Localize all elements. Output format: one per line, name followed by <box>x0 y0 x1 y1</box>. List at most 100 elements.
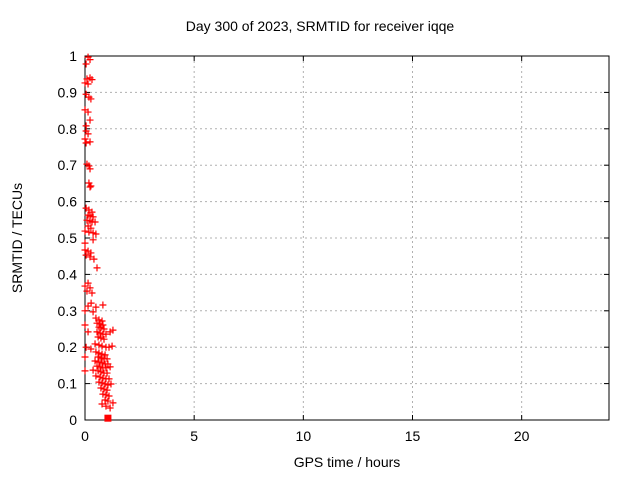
data-point-plus <box>105 392 113 400</box>
data-point-plus <box>88 76 96 84</box>
data-point-plus <box>84 80 92 88</box>
data-point-plus <box>87 224 95 232</box>
data-point-plus <box>104 397 112 405</box>
data-point-plus <box>99 301 107 309</box>
data-point-plus <box>86 116 94 124</box>
data-point-plus <box>83 216 91 224</box>
y-tick-label: 0.1 <box>58 376 78 392</box>
data-point-plus <box>98 379 106 387</box>
data-point-plus <box>98 400 106 408</box>
data-point-plus <box>106 363 114 371</box>
x-tick-label: 5 <box>190 428 198 444</box>
y-tick-label: 0.4 <box>58 266 78 282</box>
y-tick-label: 0.7 <box>58 157 78 173</box>
data-point-plus <box>87 95 95 103</box>
data-point-plus <box>86 56 94 64</box>
data-point-plus <box>97 384 105 392</box>
data-point-plus <box>92 314 100 322</box>
y-tick-label: 0 <box>69 412 77 428</box>
data-point-plus <box>100 325 108 333</box>
data-point-plus <box>81 79 89 87</box>
data-point-plus <box>81 135 89 143</box>
data-point-plus <box>89 366 97 374</box>
data-point-plus <box>97 354 105 362</box>
data-point-plus <box>91 357 99 365</box>
data-point-plus <box>88 208 96 216</box>
data-point-plus <box>105 343 113 351</box>
data-point-plus <box>97 368 105 376</box>
data-point-plus <box>91 218 99 226</box>
data-point-plus <box>95 378 103 386</box>
data-point-plus <box>100 335 108 343</box>
data-point-plus <box>103 355 111 363</box>
data-point-plus <box>102 364 110 372</box>
data-point-plus <box>106 328 114 336</box>
data-point-plus <box>106 404 114 412</box>
x-tick-label: 15 <box>405 428 421 444</box>
y-tick-label: 0.8 <box>58 121 78 137</box>
x-axis-title: GPS time / hours <box>293 454 401 470</box>
y-tick-label: 0.9 <box>58 84 78 100</box>
data-point-plus <box>88 289 96 297</box>
data-point-plus <box>82 60 90 68</box>
data-point-plus <box>93 362 101 370</box>
y-tick-label: 0.6 <box>58 194 78 210</box>
data-point-plus <box>97 334 105 342</box>
y-tick-label: 1 <box>69 48 77 64</box>
data-point-plus <box>84 130 92 138</box>
data-point-plus <box>92 372 100 380</box>
data-point-plus <box>81 307 89 315</box>
data-point-plus <box>89 213 97 221</box>
data-point-plus <box>95 358 103 366</box>
data-point-plus <box>92 303 100 311</box>
data-point-plus <box>93 319 101 327</box>
data-point-plus <box>82 343 90 351</box>
data-point-square <box>104 414 112 422</box>
data-point-plus <box>86 165 94 173</box>
data-point-plus <box>104 381 112 389</box>
data-point-plus <box>97 324 105 332</box>
data-point-plus <box>91 340 99 348</box>
data-point-plus <box>87 249 95 257</box>
data-point-plus <box>86 183 94 191</box>
x-tick-label: 0 <box>81 428 89 444</box>
data-point-plus <box>98 350 106 358</box>
data-point-plus <box>83 287 91 295</box>
data-point-plus <box>92 348 100 356</box>
x-tick-label: 20 <box>514 428 530 444</box>
data-point-plus <box>90 255 98 263</box>
data-point-plus <box>93 328 101 336</box>
data-point-plus <box>81 367 89 375</box>
data-point-plus <box>81 321 89 329</box>
data-point-plus <box>103 386 111 394</box>
x-tick-label: 10 <box>296 428 312 444</box>
data-point-plus <box>86 138 94 146</box>
data-point-plus <box>82 251 90 259</box>
data-point-plus <box>98 359 106 367</box>
data-point-plus <box>87 182 95 190</box>
data-point-plus <box>101 351 109 359</box>
data-point-plus <box>98 342 106 350</box>
data-point-plus <box>84 302 92 310</box>
data-point-plus <box>84 108 92 116</box>
data-point-plus <box>81 246 89 254</box>
data-point-plus <box>100 385 108 393</box>
data-point-plus <box>84 328 92 336</box>
y-tick-label: 0.5 <box>58 230 78 246</box>
data-point-plus <box>102 402 110 410</box>
data-point-plus <box>86 284 94 292</box>
data-point-plus <box>108 342 116 350</box>
data-point-plus <box>89 308 97 316</box>
data-point-plus <box>109 399 117 407</box>
data-point-plus <box>89 236 97 244</box>
data-point-plus <box>102 330 110 338</box>
data-point-plus <box>93 264 101 272</box>
data-point-plus <box>99 390 107 398</box>
data-point-plus <box>95 341 103 349</box>
data-point-plus <box>105 375 113 383</box>
data-point-plus <box>85 228 93 236</box>
data-point-plus <box>103 369 111 377</box>
data-point-plus <box>81 353 89 361</box>
